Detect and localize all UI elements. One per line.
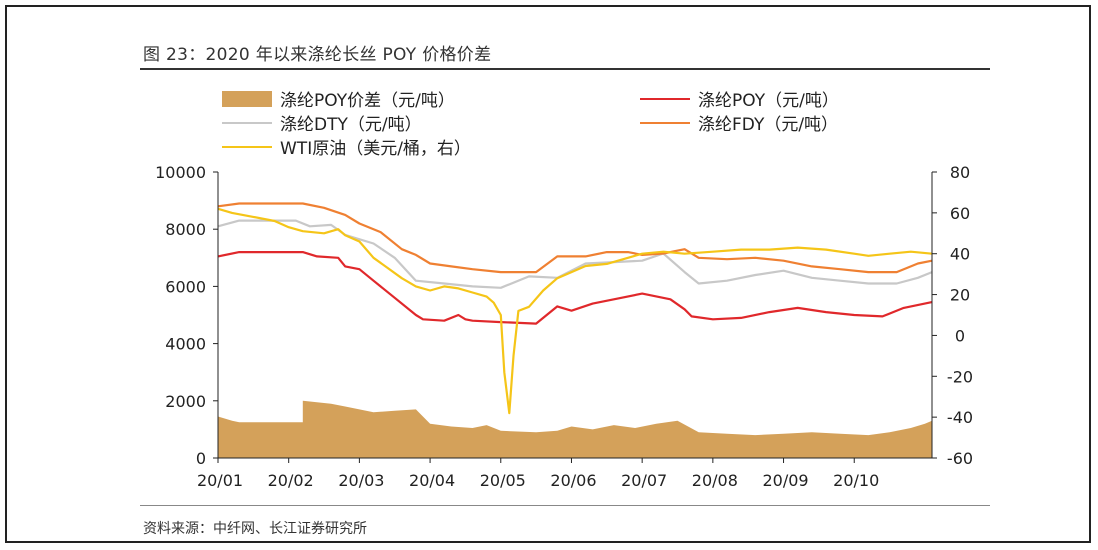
y-left-tick-label: 0 <box>196 449 206 468</box>
y-right-tick-label: -60 <box>947 449 973 468</box>
y-right-tick-label: -20 <box>947 367 973 386</box>
legend-item-poy-spread: 涤纶POY价差（元/吨） <box>222 86 455 111</box>
legend-label-poy: 涤纶POY（元/吨） <box>698 91 839 111</box>
legend-item-fdy: 涤纶FDY（元/吨） <box>640 110 838 135</box>
legend-item-wti: WTI原油（美元/桶，右） <box>222 134 471 159</box>
y-left-tick-label: 6000 <box>165 277 206 296</box>
y-right-tick-label: 20 <box>950 286 970 305</box>
legend-swatch-poy-spread <box>222 90 272 107</box>
y-left-tick-label: 4000 <box>165 335 206 354</box>
x-tick-label: 20/06 <box>550 471 596 490</box>
figure-title: 图 23：2020 年以来涤纶长丝 POY 价格价差 <box>143 45 492 65</box>
x-tick-label: 20/04 <box>409 471 455 490</box>
y-right-tick-label: 60 <box>950 204 970 223</box>
figure-frame <box>5 5 1091 543</box>
plot-area <box>217 202 933 458</box>
series-line-2 <box>217 219 933 289</box>
legend-swatch-wti <box>222 145 272 148</box>
x-tick-label: 20/05 <box>480 471 526 490</box>
x-tick-label: 20/08 <box>692 471 738 490</box>
legend-swatch-fdy <box>640 121 690 124</box>
y-left-tick-label: 8000 <box>165 220 206 239</box>
axes: 10000 8000 6000 4000 2000 0 80 60 40 20 0 -20 -40 -60… <box>155 163 973 490</box>
y-right-tick-label: 40 <box>950 245 970 264</box>
legend-item-dty: 涤纶DTY（元/吨） <box>222 110 422 135</box>
legend-label-fdy: 涤纶FDY（元/吨） <box>698 115 839 135</box>
series-area-poy-spread <box>218 400 932 458</box>
legend-item-poy: 涤纶POY（元/吨） <box>640 86 839 111</box>
x-tick-label: 20/02 <box>268 471 314 490</box>
y-left-tick-label: 2000 <box>165 392 206 411</box>
legend-label-wti: WTI原油（美元/桶，右） <box>280 139 471 159</box>
source-divider <box>140 505 990 506</box>
x-tick-label: 20/10 <box>833 471 879 490</box>
legend-swatch-dty <box>222 121 272 124</box>
series-line-4 <box>217 207 933 415</box>
source-note: 资料来源：中纤网、长江证券研究所 <box>143 521 367 537</box>
x-tick-label: 20/03 <box>338 471 384 490</box>
title-divider <box>140 68 990 70</box>
y-right-tick-label: 0 <box>955 326 965 345</box>
legend-label-poy-spread: 涤纶POY价差（元/吨） <box>280 91 455 111</box>
x-tick-label: 20/01 <box>197 471 243 490</box>
legend-label-dty: 涤纶DTY（元/吨） <box>280 115 422 135</box>
x-tick-label: 20/09 <box>762 471 808 490</box>
y-right-tick-label: -40 <box>947 408 973 427</box>
y-left-tick-label: 10000 <box>155 163 206 182</box>
x-tick-label: 20/07 <box>621 471 667 490</box>
y-right-tick-label: 80 <box>950 163 970 182</box>
series-line-3 <box>217 202 933 274</box>
legend-swatch-poy <box>640 97 690 100</box>
series-line-1 <box>217 251 933 325</box>
